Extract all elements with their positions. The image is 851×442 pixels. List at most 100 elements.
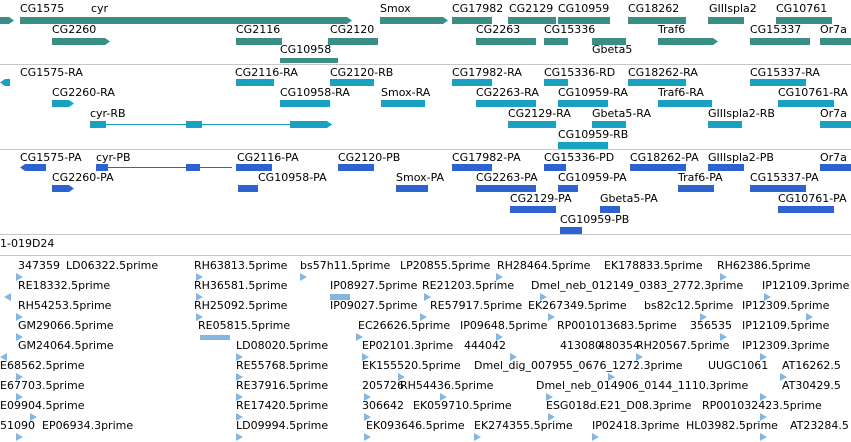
est-mark[interactable] xyxy=(364,413,371,421)
gene-bar-cyr[interactable] xyxy=(20,17,352,24)
est-mark[interactable] xyxy=(760,393,767,401)
est-mark[interactable] xyxy=(424,293,431,301)
protein-bar-smox-pa[interactable] xyxy=(396,185,428,192)
gene-bar-cg15337[interactable] xyxy=(750,38,810,45)
est-mark[interactable] xyxy=(0,353,7,361)
protein-bar-cg10959-pb[interactable] xyxy=(560,227,582,234)
est-mark[interactable] xyxy=(196,293,203,301)
est-mark[interactable] xyxy=(196,313,203,321)
gene-bar-gbeta5[interactable] xyxy=(592,38,626,45)
est-mark[interactable] xyxy=(398,373,405,381)
protein-bar-giiispla2-pb[interactable] xyxy=(708,164,744,171)
transcript-bar-cg2263-ra[interactable] xyxy=(476,100,536,107)
est-mark[interactable] xyxy=(546,393,553,401)
est-mark[interactable] xyxy=(496,273,503,281)
protein-bar-cyr-pb-exon1[interactable] xyxy=(96,164,108,171)
transcript-bar-cyr-rb-exon2[interactable] xyxy=(186,121,202,128)
est-mark[interactable] xyxy=(548,413,555,421)
transcript-bar-cg2120-rb[interactable] xyxy=(330,79,374,86)
gene-bar-or7a[interactable] xyxy=(820,38,851,45)
transcript-bar-cg2116-ra[interactable] xyxy=(236,79,274,86)
est-mark[interactable] xyxy=(540,293,547,301)
est-mark[interactable] xyxy=(16,273,23,281)
gene-bar-giiispla2[interactable] xyxy=(708,17,744,24)
gene-bar-cg2120[interactable] xyxy=(328,38,378,45)
gene-bar-cg2260[interactable] xyxy=(52,38,110,45)
est-mark[interactable] xyxy=(510,353,517,361)
transcript-bar-cg15337-ra[interactable] xyxy=(750,79,806,86)
est-mark[interactable] xyxy=(760,413,767,421)
est-mark[interactable] xyxy=(608,373,615,381)
est-mark[interactable] xyxy=(764,293,771,301)
gene-bar-smox[interactable] xyxy=(380,17,448,24)
transcript-bar-cg10959-rb[interactable] xyxy=(558,142,608,149)
gene-bar-cg2129[interactable] xyxy=(508,17,556,24)
transcript-bar-cg10761-ra[interactable] xyxy=(778,100,834,107)
transcript-bar-cg18262-ra[interactable] xyxy=(628,79,686,86)
transcript-bar-or7a[interactable] xyxy=(820,121,851,128)
est-mark[interactable] xyxy=(496,333,503,341)
transcript-bar-smox-ra[interactable] xyxy=(381,100,425,107)
protein-bar-or7a[interactable] xyxy=(820,164,851,171)
transcript-bar-cg10959-ra[interactable] xyxy=(558,100,608,107)
protein-bar-cg1575-pa[interactable] xyxy=(20,164,46,171)
transcript-bar-cg2260-ra[interactable] xyxy=(52,100,74,107)
est-mark[interactable] xyxy=(760,353,767,361)
est-mark[interactable] xyxy=(440,393,447,401)
gene-bar-cg10761[interactable] xyxy=(776,17,832,24)
protein-bar-cg10761-pa[interactable] xyxy=(778,206,834,213)
gene-bar-cg18262[interactable] xyxy=(628,17,686,24)
est-mark[interactable] xyxy=(474,433,481,441)
gene-bar-cg10959[interactable] xyxy=(558,17,610,24)
transcript-bar-cyr-rb-exon3[interactable] xyxy=(290,121,332,128)
est-mark[interactable] xyxy=(236,373,243,381)
est-mark[interactable] xyxy=(16,333,23,341)
est-mark[interactable] xyxy=(362,353,369,361)
gene-bar-cg15336[interactable] xyxy=(544,38,568,45)
est-mark[interactable] xyxy=(700,313,707,321)
transcript-bar-cyr-rb-exon1[interactable] xyxy=(90,121,106,128)
protein-bar-cg2120-pb[interactable] xyxy=(338,164,374,171)
protein-bar-cg2263-pa[interactable] xyxy=(476,185,536,192)
est-mark[interactable] xyxy=(236,433,243,441)
protein-bar-cg10958-pa[interactable] xyxy=(238,185,258,192)
protein-bar-cg15336-pd[interactable] xyxy=(544,164,566,171)
est-mark[interactable] xyxy=(330,294,350,300)
est-mark[interactable] xyxy=(200,335,230,340)
est-mark[interactable] xyxy=(236,353,243,361)
transcript-bar-cg1575-ra[interactable] xyxy=(0,79,10,86)
gene-bar-traf6[interactable] xyxy=(658,38,718,45)
est-mark[interactable] xyxy=(356,333,363,341)
transcript-bar-cg17982-ra[interactable] xyxy=(452,79,492,86)
gene-bar-cg17982[interactable] xyxy=(452,17,492,24)
protein-bar-cyr-pb-exon2[interactable] xyxy=(186,164,200,171)
transcript-bar-cg2129-ra[interactable] xyxy=(508,121,556,128)
est-mark[interactable] xyxy=(364,433,371,441)
est-mark[interactable] xyxy=(236,393,243,401)
est-mark[interactable] xyxy=(16,373,23,381)
transcript-bar-cg10958-ra[interactable] xyxy=(280,100,330,107)
est-mark[interactable] xyxy=(636,353,643,361)
protein-bar-gbeta5-pa[interactable] xyxy=(600,206,620,213)
est-mark[interactable] xyxy=(420,313,427,321)
protein-bar-cg2129-pa[interactable] xyxy=(510,206,556,213)
protein-bar-cg15337-pa[interactable] xyxy=(750,185,806,192)
protein-bar-cg2260-pa[interactable] xyxy=(52,185,74,192)
est-mark[interactable] xyxy=(760,433,767,441)
est-mark[interactable] xyxy=(806,313,813,321)
transcript-bar-giiispla2-rb[interactable] xyxy=(708,121,742,128)
est-mark[interactable] xyxy=(4,293,11,301)
est-mark[interactable] xyxy=(16,433,23,441)
protein-bar-cg10959-pa[interactable] xyxy=(558,185,578,192)
protein-bar-cg18262-pa[interactable] xyxy=(630,164,686,171)
est-mark[interactable] xyxy=(300,273,307,281)
gene-bar-cg1575[interactable] xyxy=(0,17,14,24)
est-mark[interactable] xyxy=(196,273,203,281)
est-mark[interactable] xyxy=(548,313,555,321)
protein-bar-traf6-pa[interactable] xyxy=(678,185,714,192)
est-mark[interactable] xyxy=(364,393,371,401)
est-mark[interactable] xyxy=(16,393,23,401)
protein-bar-cg2116-pa[interactable] xyxy=(236,164,272,171)
est-mark[interactable] xyxy=(236,413,243,421)
transcript-bar-cg15336-rd[interactable] xyxy=(544,79,568,86)
